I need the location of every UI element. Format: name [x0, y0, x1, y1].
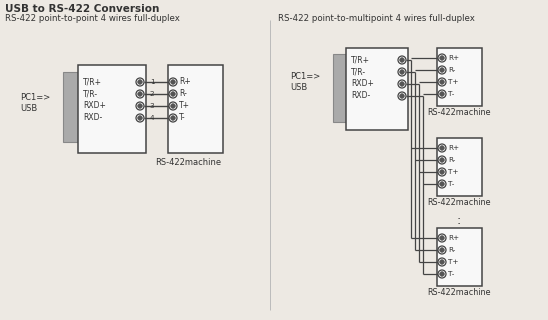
Bar — [437, 228, 482, 286]
Text: RXD-: RXD- — [83, 114, 102, 123]
Text: PC1=>
USB: PC1=> USB — [290, 72, 320, 92]
Circle shape — [170, 104, 175, 108]
Text: RS-422machine: RS-422machine — [427, 288, 491, 297]
Text: T-: T- — [179, 114, 186, 123]
Text: T/R-: T/R- — [83, 90, 98, 99]
Circle shape — [136, 78, 144, 86]
Circle shape — [439, 170, 444, 174]
Circle shape — [439, 236, 444, 240]
Circle shape — [439, 68, 444, 72]
Circle shape — [136, 102, 144, 110]
Text: PC1=>
USB: PC1=> USB — [20, 93, 50, 113]
Circle shape — [438, 258, 446, 266]
Text: T-: T- — [448, 181, 454, 187]
Circle shape — [438, 54, 446, 62]
Circle shape — [170, 80, 175, 84]
Circle shape — [438, 156, 446, 164]
Text: RS-422 point-to-multipoint 4 wires full-duplex: RS-422 point-to-multipoint 4 wires full-… — [278, 14, 475, 23]
Text: R-: R- — [448, 67, 455, 73]
Text: RXD+: RXD+ — [83, 101, 106, 110]
Bar — [78, 65, 146, 153]
Circle shape — [399, 58, 404, 62]
Text: T+: T+ — [448, 79, 459, 85]
Circle shape — [439, 80, 444, 84]
Text: T+: T+ — [179, 101, 190, 110]
Text: T-: T- — [448, 91, 454, 97]
Circle shape — [439, 260, 444, 264]
Circle shape — [398, 68, 406, 76]
Circle shape — [439, 158, 444, 162]
Circle shape — [439, 92, 444, 96]
Text: R+: R+ — [448, 145, 459, 151]
Text: 2: 2 — [150, 91, 155, 97]
Circle shape — [170, 116, 175, 120]
Text: 4: 4 — [150, 115, 155, 121]
Text: RS-422machine: RS-422machine — [427, 198, 491, 207]
Text: R-: R- — [448, 247, 455, 253]
Circle shape — [398, 56, 406, 64]
Text: R-: R- — [448, 157, 455, 163]
Circle shape — [136, 90, 144, 98]
Text: T-: T- — [448, 271, 454, 277]
Text: RS-422machine: RS-422machine — [155, 158, 221, 167]
Bar — [437, 138, 482, 196]
Text: 3: 3 — [150, 103, 155, 109]
Circle shape — [439, 272, 444, 276]
Text: RXD+: RXD+ — [351, 79, 374, 89]
Circle shape — [169, 90, 177, 98]
Circle shape — [438, 78, 446, 86]
Text: T/R+: T/R+ — [83, 77, 102, 86]
Text: T+: T+ — [448, 259, 459, 265]
Text: R+: R+ — [448, 55, 459, 61]
Bar — [333, 54, 346, 122]
Circle shape — [138, 116, 142, 120]
Text: T/R-: T/R- — [351, 68, 366, 76]
Bar — [346, 48, 408, 130]
Circle shape — [136, 114, 144, 122]
Text: R-: R- — [179, 90, 187, 99]
Text: RS-422machine: RS-422machine — [427, 108, 491, 117]
Circle shape — [439, 248, 444, 252]
Bar — [63, 72, 78, 142]
Circle shape — [439, 146, 444, 150]
Text: R+: R+ — [179, 77, 191, 86]
Circle shape — [398, 92, 406, 100]
Text: USB to RS-422 Conversion: USB to RS-422 Conversion — [5, 4, 159, 14]
Circle shape — [438, 144, 446, 152]
Circle shape — [169, 78, 177, 86]
Circle shape — [170, 92, 175, 96]
Circle shape — [169, 114, 177, 122]
Circle shape — [439, 56, 444, 60]
Bar — [168, 65, 223, 153]
Circle shape — [438, 66, 446, 74]
Circle shape — [138, 104, 142, 108]
Circle shape — [138, 92, 142, 96]
Circle shape — [438, 246, 446, 254]
Circle shape — [438, 234, 446, 242]
Circle shape — [398, 80, 406, 88]
Text: T/R+: T/R+ — [351, 55, 370, 65]
Circle shape — [438, 168, 446, 176]
Circle shape — [438, 270, 446, 278]
Circle shape — [169, 102, 177, 110]
Bar — [437, 48, 482, 106]
Text: 1: 1 — [150, 79, 155, 85]
Text: T+: T+ — [448, 169, 459, 175]
Circle shape — [438, 90, 446, 98]
Circle shape — [399, 94, 404, 98]
Circle shape — [439, 182, 444, 186]
Text: :: : — [457, 213, 461, 227]
Circle shape — [399, 82, 404, 86]
Circle shape — [438, 180, 446, 188]
Circle shape — [138, 80, 142, 84]
Text: RXD-: RXD- — [351, 92, 370, 100]
Circle shape — [399, 70, 404, 74]
Text: R+: R+ — [448, 235, 459, 241]
Text: RS-422 point-to-point 4 wires full-duplex: RS-422 point-to-point 4 wires full-duple… — [5, 14, 180, 23]
